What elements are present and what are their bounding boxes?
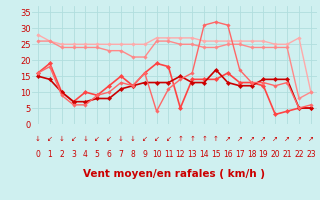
Text: 17: 17 [235,150,244,159]
Text: ↙: ↙ [94,136,100,142]
Text: 0: 0 [36,150,40,159]
Text: 7: 7 [119,150,124,159]
Text: Vent moyen/en rafales ( km/h ): Vent moyen/en rafales ( km/h ) [84,169,265,179]
Text: 19: 19 [259,150,268,159]
Text: ↗: ↗ [249,136,254,142]
Text: ↓: ↓ [83,136,88,142]
Text: 16: 16 [223,150,233,159]
Text: ↓: ↓ [118,136,124,142]
Text: ↙: ↙ [165,136,172,142]
Text: ↗: ↗ [237,136,243,142]
Text: ↑: ↑ [213,136,219,142]
Text: ↗: ↗ [284,136,290,142]
Text: 22: 22 [294,150,304,159]
Text: 15: 15 [211,150,221,159]
Text: ↗: ↗ [272,136,278,142]
Text: ↓: ↓ [35,136,41,142]
Text: 23: 23 [306,150,316,159]
Text: 1: 1 [47,150,52,159]
Text: ↗: ↗ [260,136,266,142]
Text: ↗: ↗ [296,136,302,142]
Text: 8: 8 [131,150,135,159]
Text: ↑: ↑ [177,136,183,142]
Text: ↗: ↗ [225,136,231,142]
Text: 9: 9 [142,150,147,159]
Text: ↙: ↙ [47,136,53,142]
Text: 20: 20 [270,150,280,159]
Text: 10: 10 [152,150,161,159]
Text: 18: 18 [247,150,256,159]
Text: 21: 21 [282,150,292,159]
Text: 13: 13 [188,150,197,159]
Text: 14: 14 [199,150,209,159]
Text: ↑: ↑ [201,136,207,142]
Text: 12: 12 [176,150,185,159]
Text: 3: 3 [71,150,76,159]
Text: ↙: ↙ [154,136,160,142]
Text: ↙: ↙ [142,136,148,142]
Text: ↓: ↓ [130,136,136,142]
Text: 2: 2 [59,150,64,159]
Text: ↑: ↑ [189,136,195,142]
Text: 11: 11 [164,150,173,159]
Text: 6: 6 [107,150,112,159]
Text: 4: 4 [83,150,88,159]
Text: 5: 5 [95,150,100,159]
Text: ↙: ↙ [71,136,76,142]
Text: ↓: ↓ [59,136,65,142]
Text: ↙: ↙ [106,136,112,142]
Text: ↗: ↗ [308,136,314,142]
